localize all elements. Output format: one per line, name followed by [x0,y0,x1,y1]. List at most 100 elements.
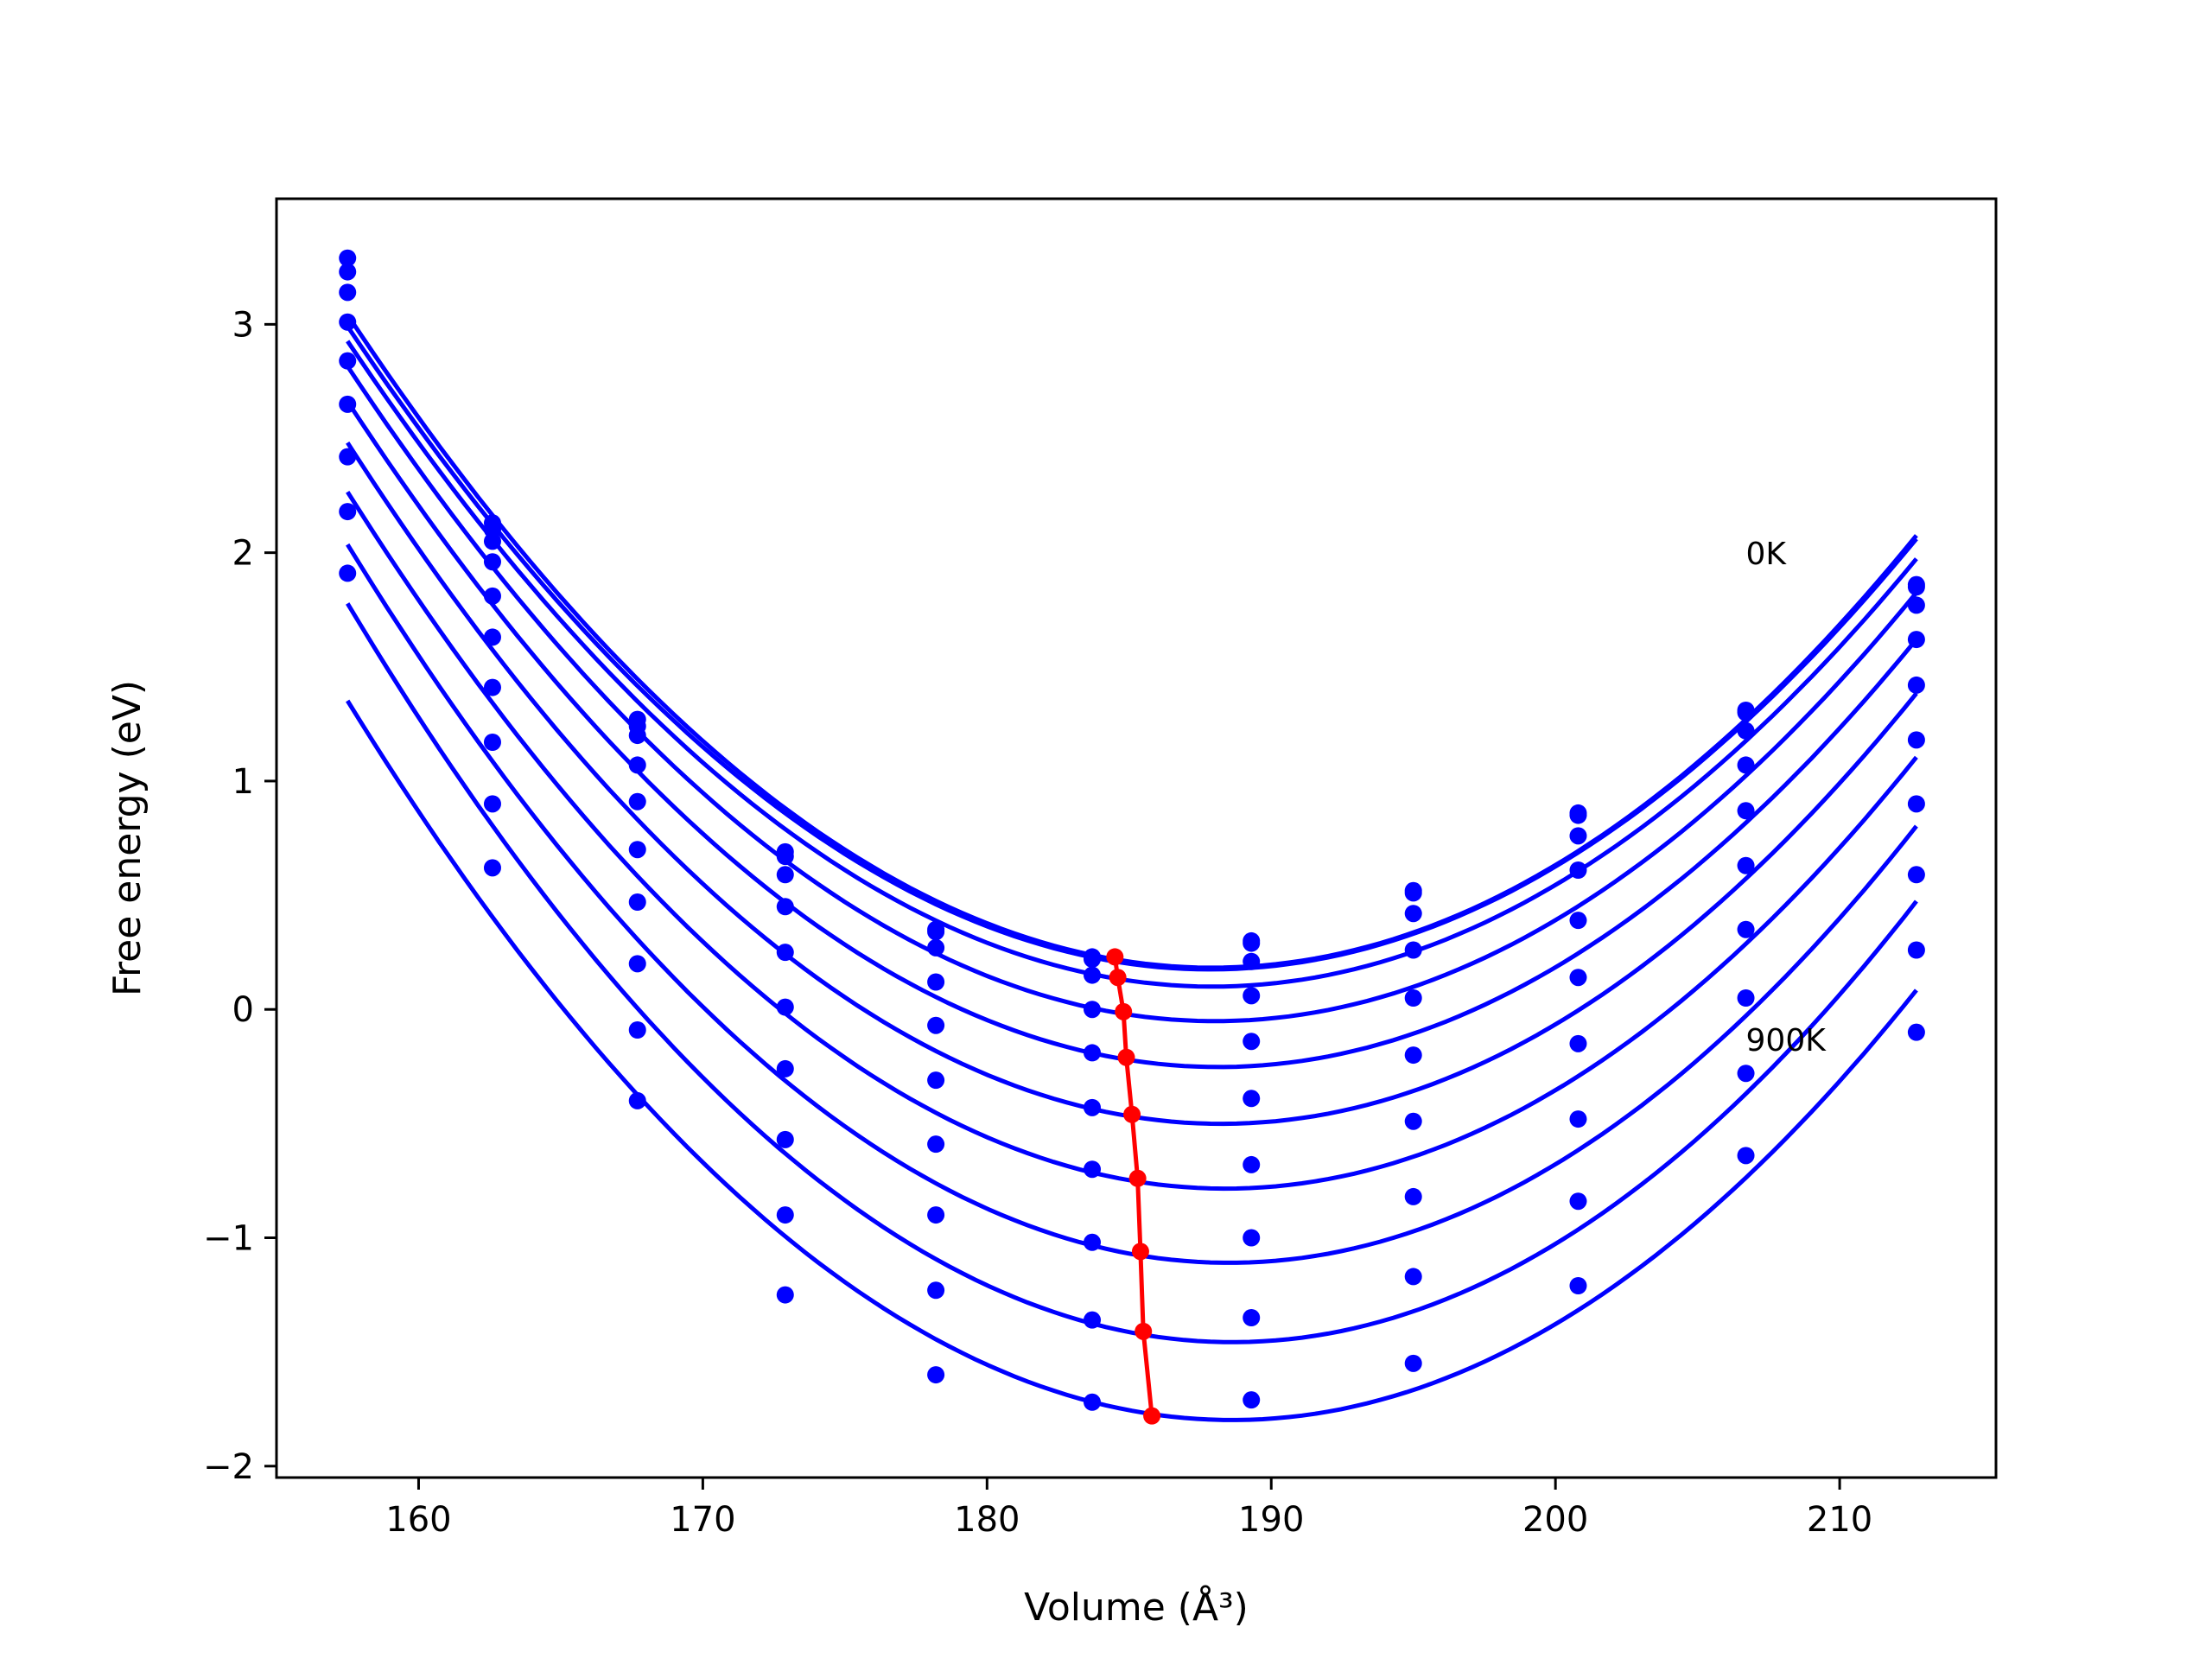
minimum-point [1109,969,1127,987]
data-point [483,795,501,813]
minimum-point [1117,1048,1135,1066]
data-point [1084,1001,1102,1019]
data-point [628,727,646,745]
data-point [927,973,945,991]
annotations: 0K 900K [1746,537,1827,1058]
y-tick-label: 0 [232,990,254,1030]
temperature-annotation: 900K [1746,1023,1827,1058]
y-tick-label: 1 [232,762,254,802]
data-point [1084,1233,1102,1251]
data-point [1243,987,1261,1005]
data-point [339,448,357,466]
y-tick-label: 3 [232,305,254,345]
series-points [339,249,1925,1411]
data-point [339,263,357,281]
data-point [1404,905,1422,923]
data-point [1569,1110,1587,1128]
data-point [1569,1192,1587,1211]
series-curve-4 [346,365,1918,1024]
data-point [1243,1391,1261,1409]
x-tick-label: 160 [385,1500,451,1540]
data-point [1404,989,1422,1007]
series-curve-3 [346,340,1918,989]
data-point [1084,1160,1102,1179]
data-point [1907,795,1925,813]
series-curve-8 [346,543,1918,1265]
data-point [628,1021,646,1039]
data-point [339,503,357,521]
data-point [483,587,501,605]
data-point [1243,1229,1261,1247]
data-point [927,1135,945,1154]
minimum-point [1143,1407,1161,1425]
data-point [1907,631,1925,649]
data-point [1404,1354,1422,1372]
data-point [1737,1147,1755,1165]
x-tick-label: 190 [1238,1500,1304,1540]
data-point [776,1059,794,1077]
data-point [628,955,646,973]
data-point [483,628,501,646]
data-point [1243,1155,1261,1173]
x-tick-label: 210 [1807,1500,1872,1540]
data-point [776,1130,794,1148]
data-point [927,1281,945,1300]
data-point [1243,934,1261,952]
data-point [1404,941,1422,959]
data-point [339,564,357,582]
y-tick-label: 2 [232,534,254,574]
x-axis: 160 170 180 190 200 210 [385,1478,1872,1540]
data-point [1084,1098,1102,1116]
data-point [483,859,501,877]
data-point [927,938,945,957]
data-point [1404,884,1422,902]
minimum-point [1135,1322,1153,1340]
data-point [1243,1033,1261,1051]
minimum-point [1128,1169,1147,1187]
temperature-annotation: 0K [1746,537,1788,572]
data-point [776,866,794,884]
x-tick-label: 170 [670,1500,735,1540]
y-axis: −2 −1 0 1 2 3 [203,305,276,1487]
minimum-point [1106,948,1124,966]
data-point [927,1206,945,1224]
data-point [776,848,794,866]
data-point [339,352,357,370]
data-point [927,1366,945,1384]
plot-frame [275,197,1998,1479]
data-point [776,998,794,1016]
data-point [339,249,357,267]
data-point [628,792,646,810]
data-point [1737,756,1755,774]
data-point [1907,676,1925,694]
data-point [1907,941,1925,959]
data-point [1569,1034,1587,1052]
series-curve-10 [346,699,1918,1422]
x-axis-label: Volume (Å³) [1024,1584,1249,1630]
data-point [483,734,501,751]
data-point [1404,1046,1422,1065]
y-tick-label: −1 [203,1219,254,1259]
data-point [1569,912,1587,930]
data-point [628,893,646,911]
data-point [1404,1112,1422,1130]
data-point [1569,1277,1587,1294]
x-tick-label: 200 [1522,1500,1588,1540]
data-point [776,1286,794,1304]
data-point [1243,1090,1261,1108]
data-point [1737,1065,1755,1083]
x-tick-label: 180 [954,1500,1020,1540]
data-point [1243,1309,1261,1326]
data-point [776,1206,794,1224]
data-point [776,944,794,962]
data-point [339,283,357,302]
data-point [1569,969,1587,987]
data-point [1737,721,1755,740]
data-point [628,1091,646,1109]
data-point [1737,802,1755,820]
data-point [1404,1268,1422,1286]
data-point [1737,989,1755,1007]
minimum-point [1123,1105,1141,1123]
y-axis-label: Free energy (eV) [105,680,149,996]
